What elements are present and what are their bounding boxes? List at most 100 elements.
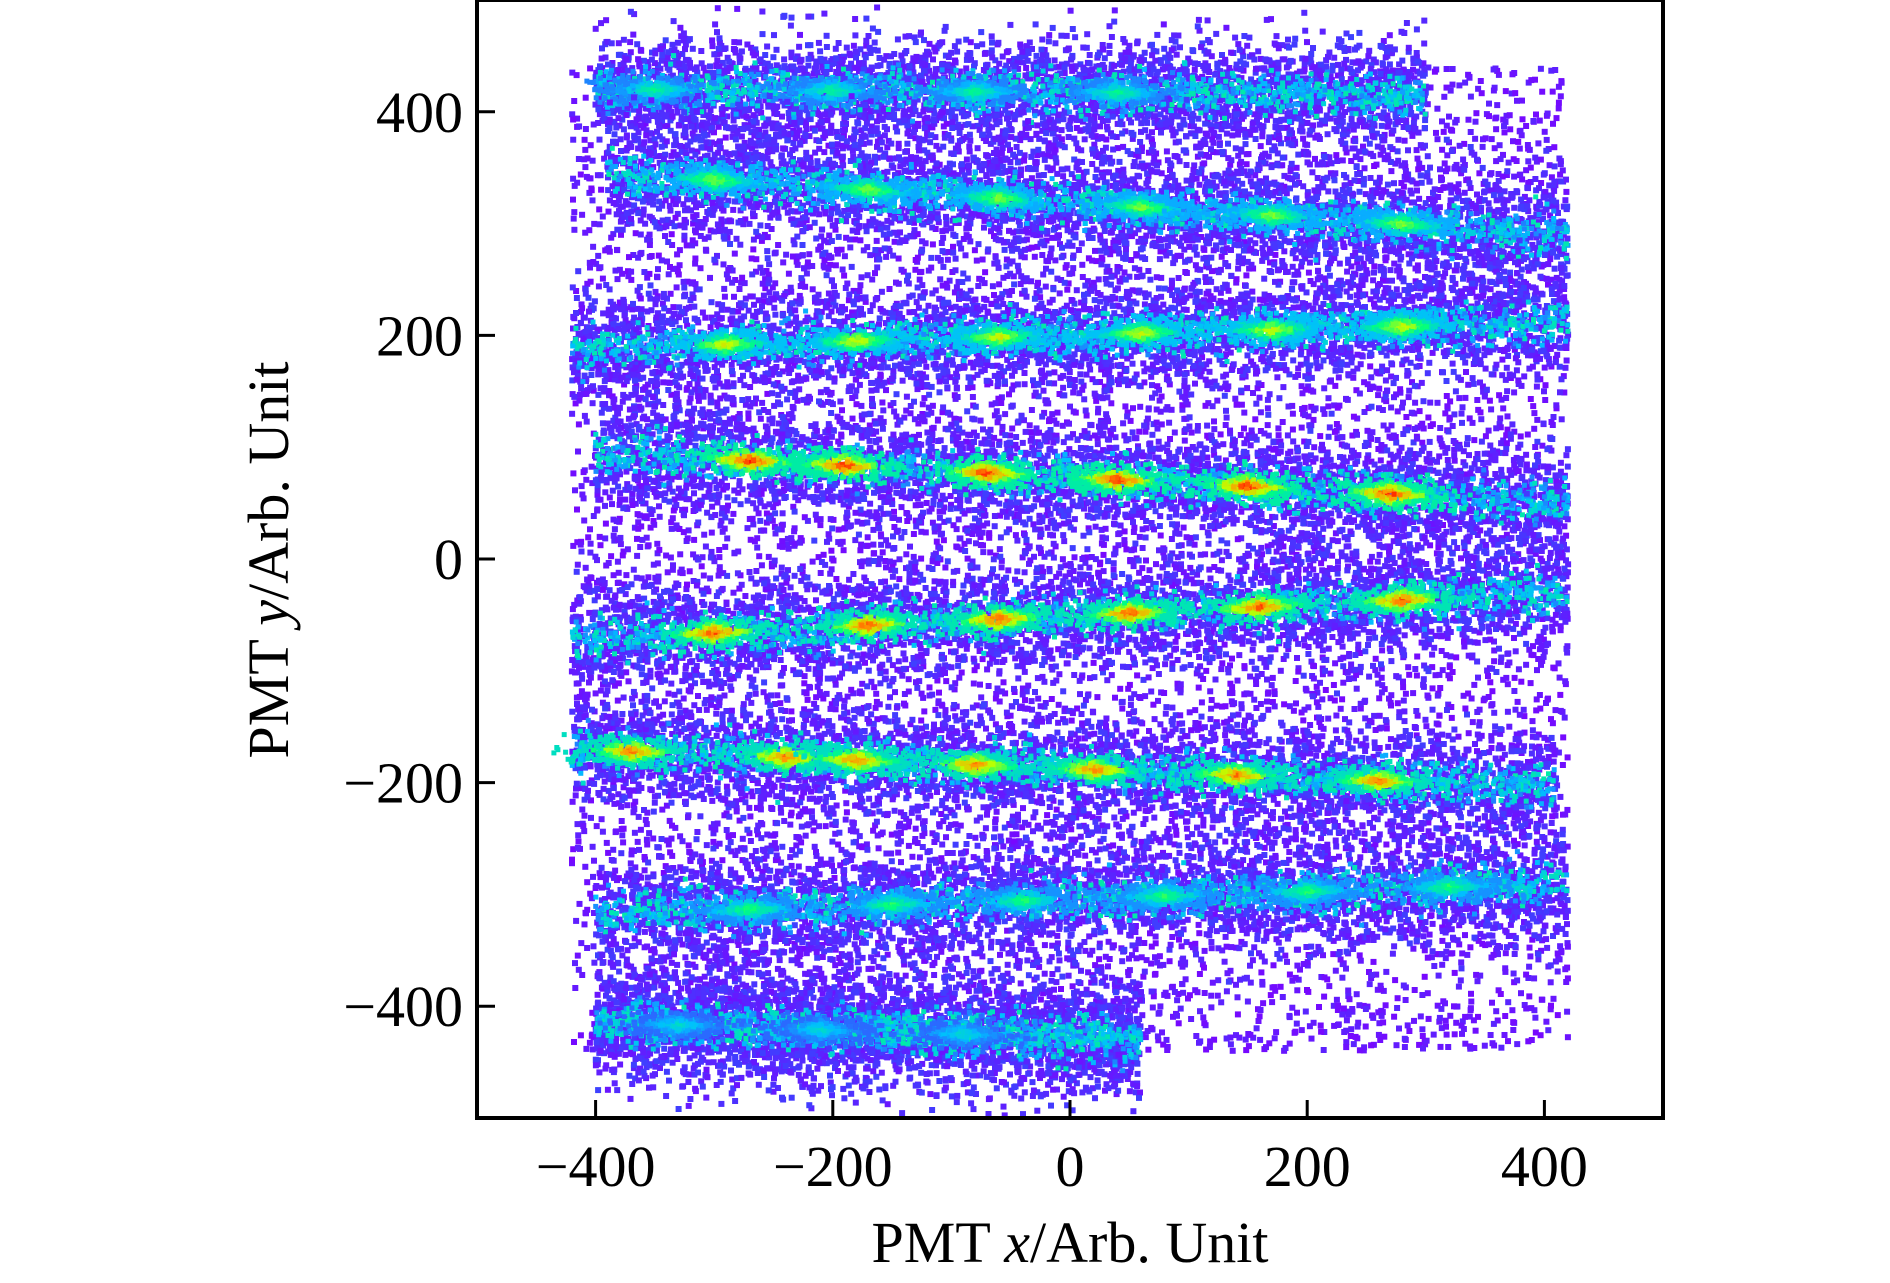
data-point [731,250,738,257]
data-point [701,981,708,988]
data-point [691,702,698,709]
data-point [1475,1013,1481,1020]
data-point [844,280,851,287]
data-point [1039,252,1046,258]
data-point [1218,557,1225,564]
data-point [784,535,791,542]
data-point [1534,416,1541,423]
data-point [1117,928,1124,935]
data-point [1379,407,1386,413]
data-point [1214,397,1221,404]
data-point [570,196,576,203]
data-point [1520,706,1527,713]
data-point [1208,992,1215,999]
data-point [1545,1027,1552,1034]
data-point [722,543,729,550]
data-point [718,685,725,691]
data-point [1436,453,1443,460]
data-point [1345,676,1352,682]
data-point [1009,867,1016,874]
data-point [979,256,986,263]
data-point [1370,384,1377,391]
data-point [1180,989,1187,996]
data-point [1533,111,1539,118]
data-point [957,822,964,829]
data-point [590,873,596,880]
data-point [972,834,979,841]
data-point [1511,837,1517,844]
data-point [1065,280,1072,287]
data-point [1219,660,1226,667]
data-point [684,581,690,588]
data-point [741,382,748,389]
data-point [1022,697,1028,704]
data-point [1429,685,1436,692]
data-point [691,490,697,497]
data-point [1319,733,1326,740]
data-point [1135,805,1142,812]
data-point [1442,864,1449,871]
data-point [1433,732,1440,739]
data-point [1360,143,1366,150]
data-point [635,525,642,532]
data-point [1153,561,1159,568]
data-point [1265,296,1272,303]
data-point [1005,837,1012,844]
data-point [1443,1031,1450,1038]
data-point [932,706,939,713]
data-point [834,246,841,253]
data-point [973,257,980,264]
data-point [734,938,741,945]
data-point [883,235,890,242]
data-point [1503,172,1510,178]
data-point [1243,317,1250,324]
data-point [724,535,731,542]
data-point [857,559,863,566]
data-point [1028,278,1035,285]
data-point [1195,684,1202,691]
data-point [1311,444,1318,451]
data-point [581,156,588,163]
data-point [866,422,873,429]
data-point [1290,438,1297,445]
data-point [1271,1035,1278,1042]
data-point [1519,97,1525,104]
data-point [789,847,796,854]
data-point [1238,705,1245,712]
data-point [719,857,726,864]
data-point [1104,677,1111,684]
data-point [1446,664,1453,670]
data-point [1167,436,1173,442]
data-point [1525,179,1532,186]
data-point [1070,526,1077,533]
data-point [1140,821,1147,827]
data-point [637,826,644,833]
data-point [1435,972,1442,979]
data-point [632,500,639,507]
data-point [1511,469,1518,476]
data-point [1428,859,1435,866]
data-point [1525,928,1532,935]
data-point [1553,402,1560,409]
data-point [929,241,936,248]
data-point [1025,245,1032,252]
data-point [788,708,795,715]
data-point [1174,997,1181,1004]
data-point [1129,952,1135,959]
data-point [1460,692,1467,699]
data-point [846,144,853,151]
data-point [858,402,865,409]
data-point [705,234,712,241]
data-point [1261,844,1268,851]
data-point [776,957,783,964]
data-point [755,831,761,838]
data-point [761,855,768,862]
data-point [1243,161,1250,168]
data-point [977,713,984,720]
data-point [1221,641,1228,648]
data-point [1215,977,1222,984]
data-point [1537,65,1544,72]
data-point [664,569,671,576]
data-point [816,871,823,878]
data-point [1444,634,1451,641]
